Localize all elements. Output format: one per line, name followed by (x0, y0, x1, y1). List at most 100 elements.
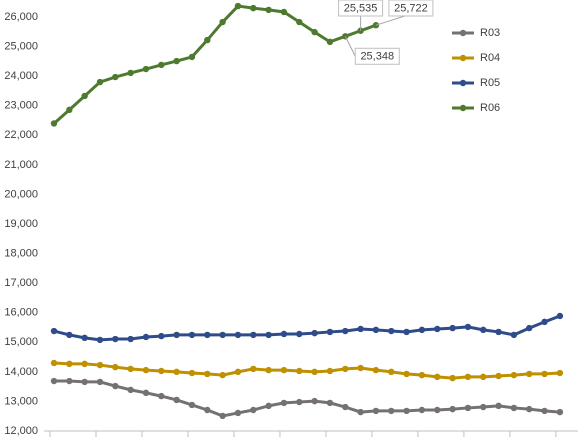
data-point (50, 377, 58, 385)
data-point (480, 403, 487, 411)
y-tick-label: 17,000 (4, 277, 38, 289)
data-point (388, 407, 395, 415)
data-point (142, 333, 150, 341)
data-point (510, 371, 518, 379)
data-point (81, 92, 88, 100)
data-point (403, 407, 410, 415)
data-point (127, 69, 134, 77)
legend-marker (459, 104, 467, 112)
data-point (541, 318, 548, 326)
data-point (280, 366, 288, 374)
data-point (204, 406, 211, 414)
data-point (66, 331, 73, 339)
data-point (188, 53, 196, 61)
data-label: 25,535 (344, 2, 378, 14)
y-tick-label: 24,000 (4, 70, 38, 82)
data-point (204, 36, 211, 44)
data-point (388, 327, 395, 335)
data-point (127, 365, 134, 373)
data-point (234, 331, 242, 339)
data-point (96, 378, 104, 386)
data-point (265, 402, 272, 410)
data-point (173, 57, 180, 65)
legend-marker (459, 54, 467, 62)
y-tick-label: 21,000 (4, 159, 38, 171)
data-point (357, 325, 364, 333)
data-label: 25,722 (394, 2, 428, 14)
y-tick-label: 26,000 (4, 11, 38, 23)
data-point (280, 8, 288, 16)
data-point (464, 373, 472, 381)
data-point (158, 367, 165, 375)
data-point (173, 331, 180, 339)
data-point (127, 386, 134, 394)
y-tick-label: 22,000 (4, 129, 38, 141)
data-point (357, 364, 364, 372)
data-point (326, 367, 334, 375)
y-tick-label: 23,000 (4, 100, 38, 112)
data-point (342, 365, 349, 373)
data-point (418, 326, 426, 334)
data-point (204, 331, 211, 339)
y-tick-label: 18,000 (4, 247, 38, 259)
data-point (219, 412, 226, 420)
data-point (142, 366, 150, 374)
data-point (418, 406, 426, 414)
data-point (480, 326, 487, 334)
legend-label: R03 (480, 27, 500, 39)
data-point (449, 324, 456, 332)
data-point (495, 328, 502, 336)
data-point (66, 360, 73, 368)
label-box (354, 47, 400, 65)
legend-label: R05 (480, 77, 500, 89)
data-point (265, 6, 272, 14)
legend-marker (459, 29, 467, 37)
data-point (418, 371, 426, 379)
data-point (403, 328, 410, 336)
data-point (50, 120, 58, 127)
data-point (541, 407, 548, 415)
data-point (434, 325, 441, 333)
data-point (234, 368, 242, 376)
data-point (188, 401, 196, 409)
data-point (265, 366, 272, 374)
data-point (556, 369, 564, 377)
data-point (342, 33, 349, 40)
data-point (326, 328, 334, 336)
data-point (372, 326, 380, 334)
data-point (449, 405, 456, 413)
series-line (53, 361, 560, 380)
data-point (311, 368, 318, 376)
data-point (81, 378, 88, 386)
data-point (66, 377, 73, 385)
data-point (311, 28, 318, 36)
data-point (234, 409, 242, 417)
data-point (372, 366, 380, 374)
data-point (66, 106, 73, 114)
data-point (219, 18, 226, 26)
data-point (173, 396, 180, 404)
label-box (388, 0, 434, 17)
y-tick-label: 12,000 (4, 425, 38, 437)
data-point (112, 335, 119, 343)
data-point (403, 370, 410, 378)
data-point (250, 331, 257, 339)
data-point (188, 331, 196, 339)
data-point (96, 361, 104, 369)
y-tick-label: 25,000 (4, 40, 38, 52)
data-point (296, 398, 303, 406)
series-line (54, 379, 561, 418)
data-point (188, 369, 196, 377)
data-point (495, 402, 502, 410)
y-tick-label: 19,000 (4, 218, 38, 230)
data-point (449, 374, 456, 382)
data-point (81, 360, 88, 368)
data-point (50, 359, 58, 367)
label-box (338, 0, 384, 17)
data-point (204, 370, 211, 378)
legend-marker (459, 79, 467, 87)
data-point (526, 370, 533, 378)
data-point (311, 329, 318, 337)
data-point (296, 18, 303, 26)
